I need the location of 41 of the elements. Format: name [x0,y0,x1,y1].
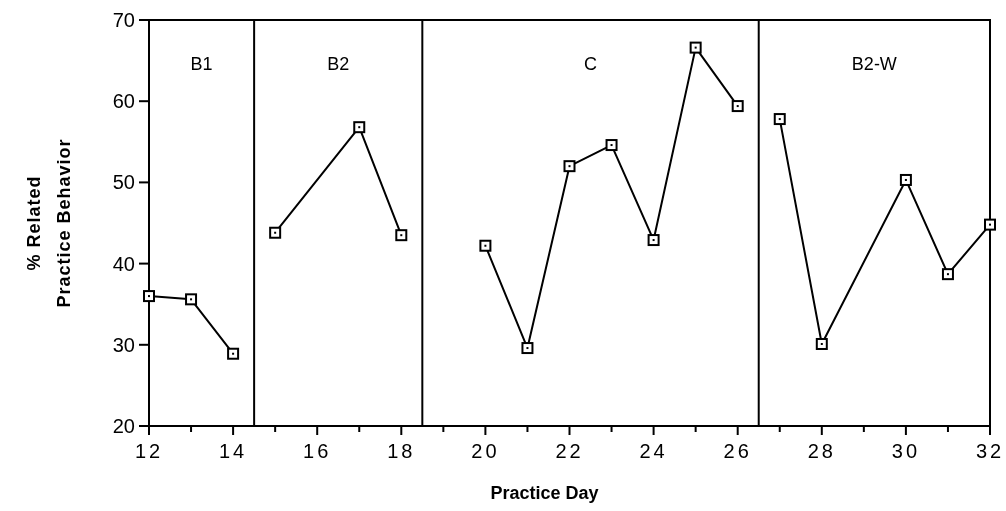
point [353,121,366,134]
point [605,139,618,152]
y-tick-label: 60 [112,90,135,113]
x-tick-label: 24 [639,440,668,462]
point [521,342,534,355]
x-tick-label: 16 [303,440,332,462]
point [984,218,996,231]
point [143,290,155,303]
x-tick-label: 30 [891,440,921,462]
point [815,337,828,350]
x-tick-label: 22 [555,440,584,462]
point [563,160,576,173]
x-tick-label: 26 [723,440,752,462]
x-tick-label: 18 [387,440,416,462]
x-tick-label: 28 [807,440,836,462]
x-tick-label: 20 [471,440,500,462]
annotation: B1 [190,54,213,74]
x-tick-label: 32 [975,440,1005,462]
annotation: C [584,54,598,74]
x-axis-title: Practice Day [490,483,599,503]
point [227,347,240,360]
annotation: B2-W [851,54,897,74]
annotation: B2 [327,54,350,74]
point [941,268,954,281]
y-tick-label: 70 [112,9,135,31]
point [269,226,282,239]
point [479,239,492,252]
point [647,234,660,247]
x-tick-label: 14 [218,440,248,462]
point [395,229,408,242]
point [899,173,912,186]
x-tick-label: 12 [134,440,164,462]
point [185,293,198,306]
point [773,113,786,126]
y-tick-label: 40 [112,252,135,275]
point [689,41,702,54]
y-tick-label: 30 [112,333,135,356]
y-tick-label: 20 [112,415,135,437]
y-tick-label: 50 [112,171,135,194]
point [731,100,744,113]
y-axis-title: % Related Practice Behavior [24,138,74,308]
